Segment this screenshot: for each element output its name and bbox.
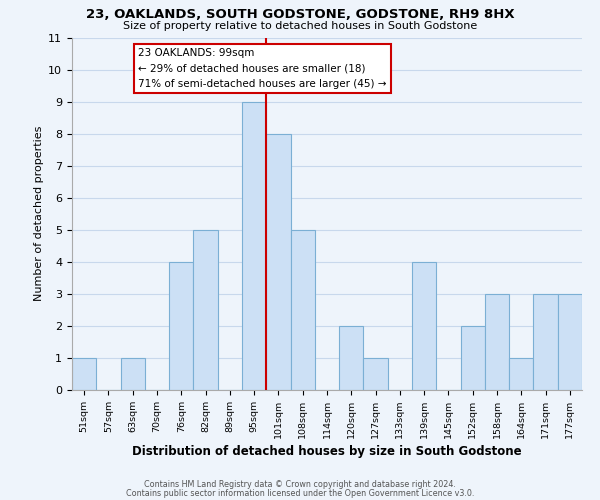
Bar — [509, 358, 533, 390]
Bar — [533, 294, 558, 390]
Bar — [485, 294, 509, 390]
Bar — [461, 326, 485, 390]
Bar — [339, 326, 364, 390]
Text: 23 OAKLANDS: 99sqm
← 29% of detached houses are smaller (18)
71% of semi-detache: 23 OAKLANDS: 99sqm ← 29% of detached hou… — [139, 48, 387, 90]
Bar — [558, 294, 582, 390]
Bar — [72, 358, 96, 390]
Bar — [266, 134, 290, 390]
Y-axis label: Number of detached properties: Number of detached properties — [34, 126, 44, 302]
Bar — [193, 230, 218, 390]
Bar — [242, 102, 266, 390]
Bar — [290, 230, 315, 390]
Bar — [364, 358, 388, 390]
X-axis label: Distribution of detached houses by size in South Godstone: Distribution of detached houses by size … — [132, 445, 522, 458]
Text: Size of property relative to detached houses in South Godstone: Size of property relative to detached ho… — [123, 21, 477, 31]
Bar — [121, 358, 145, 390]
Text: Contains public sector information licensed under the Open Government Licence v3: Contains public sector information licen… — [126, 488, 474, 498]
Text: Contains HM Land Registry data © Crown copyright and database right 2024.: Contains HM Land Registry data © Crown c… — [144, 480, 456, 489]
Bar — [169, 262, 193, 390]
Bar — [412, 262, 436, 390]
Text: 23, OAKLANDS, SOUTH GODSTONE, GODSTONE, RH9 8HX: 23, OAKLANDS, SOUTH GODSTONE, GODSTONE, … — [86, 8, 514, 20]
